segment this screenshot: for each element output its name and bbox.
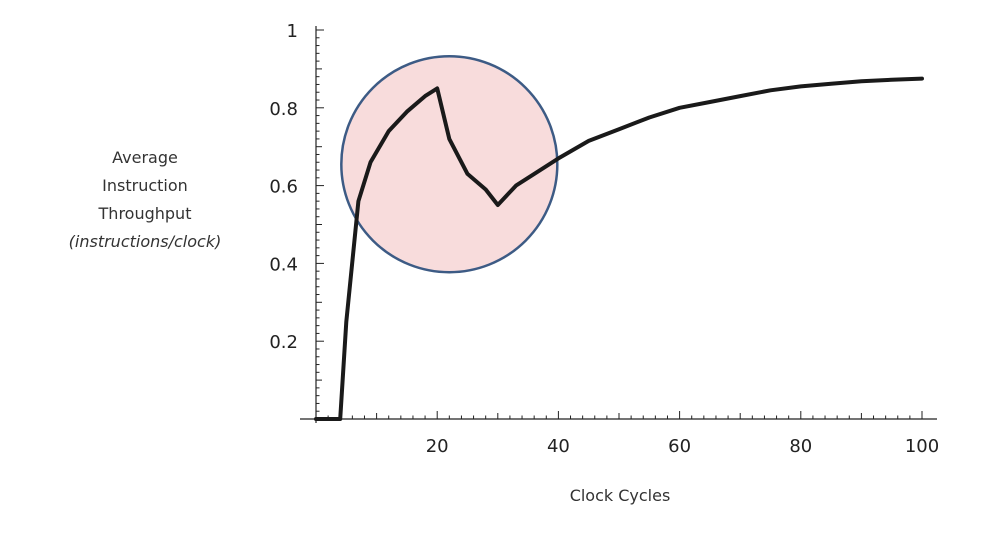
- x-axis-title: Clock Cycles: [570, 486, 671, 505]
- highlight-layer: [340, 54, 559, 274]
- series-line: [314, 76, 924, 421]
- y-tick-label: 0.6: [269, 177, 298, 198]
- x-tick-label: 100: [905, 436, 939, 457]
- y-axis-title-line-4: (instructions/clock): [69, 232, 222, 251]
- series-layer: [314, 76, 924, 421]
- x-tick-label: 20: [426, 436, 449, 457]
- x-tick-label: 60: [668, 436, 691, 457]
- y-axis-title-line-2: Instruction: [102, 176, 188, 195]
- y-tick-label: 0.2: [269, 332, 298, 353]
- y-axis-title-line-1: Average: [112, 148, 178, 167]
- x-tick-label: 40: [547, 436, 570, 457]
- y-tick-label: 0.8: [269, 99, 298, 120]
- axes: [300, 26, 937, 423]
- highlight-circle: [340, 54, 559, 274]
- y-tick-label: 0.4: [269, 254, 298, 275]
- x-tick-label: 80: [789, 436, 812, 457]
- y-tick-label: 1: [287, 21, 298, 42]
- labels: Average Instruction Throughput (instruct…: [69, 21, 940, 505]
- y-axis-title-line-3: Throughput: [98, 204, 192, 223]
